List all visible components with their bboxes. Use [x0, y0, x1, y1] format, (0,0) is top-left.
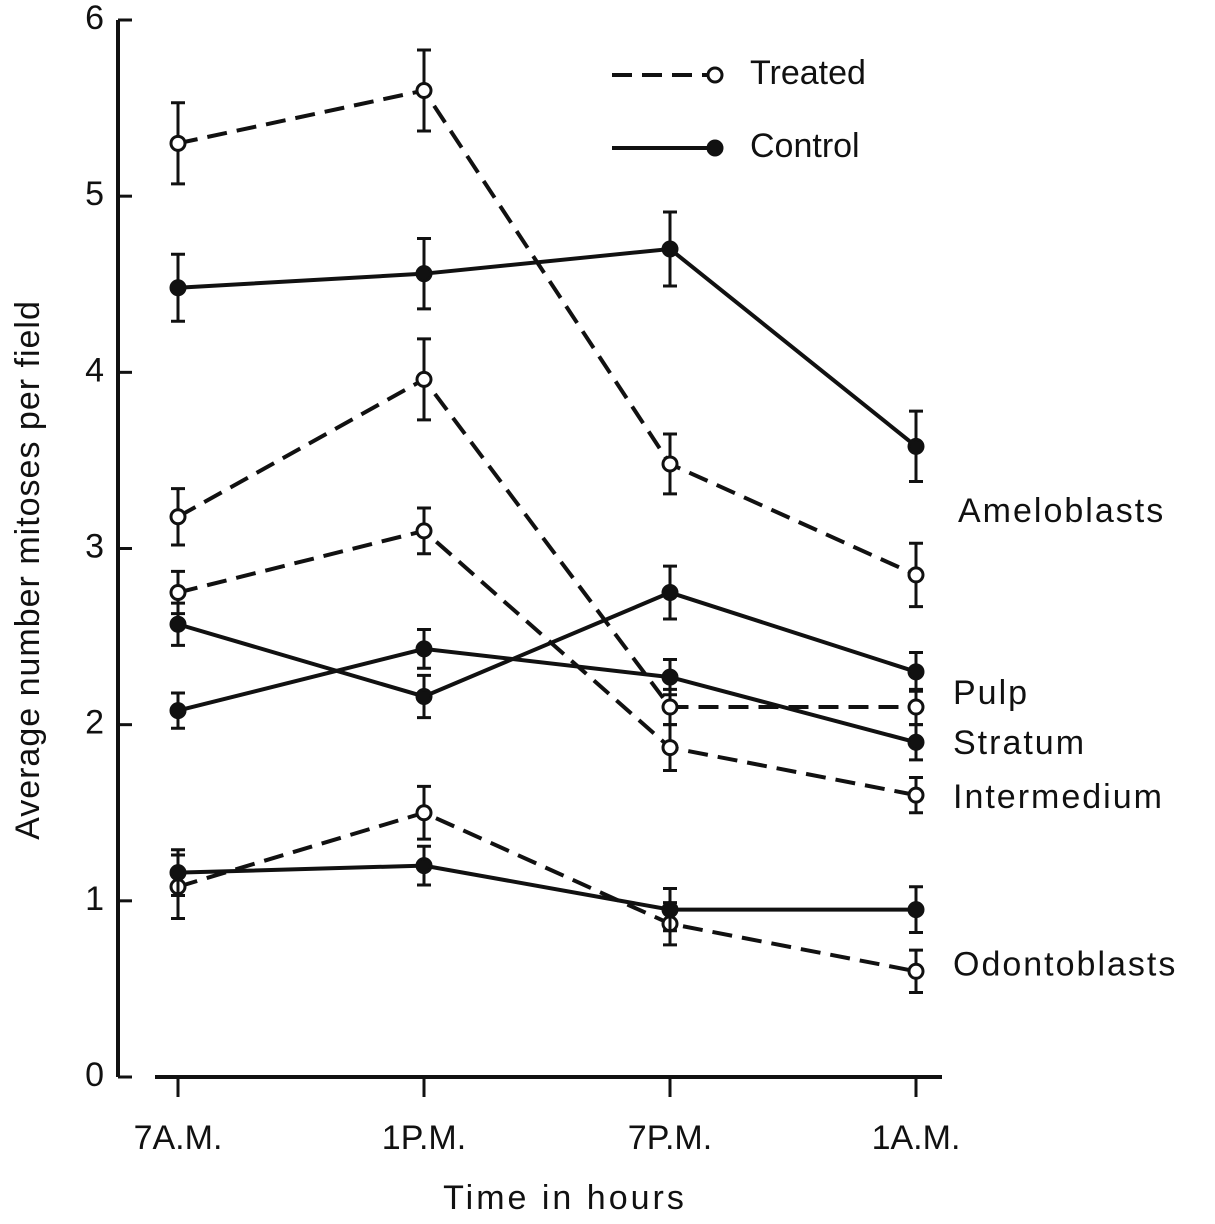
data-point: [907, 786, 925, 804]
data-point: [661, 698, 679, 716]
x-axis-label: Time in hours: [443, 1179, 687, 1217]
data-point: [661, 455, 679, 473]
group-label: Ameloblasts: [958, 492, 1165, 530]
group-label: Pulp: [953, 674, 1029, 712]
data-point: [415, 804, 433, 822]
series-line: [177, 810, 917, 974]
x-tick-label: 1A.M.: [872, 1119, 961, 1157]
data-point: [415, 265, 433, 283]
data-point: [907, 437, 925, 455]
y-tick-label: 4: [85, 351, 104, 389]
data-point: [169, 702, 187, 720]
x-tick-label: 7A.M.: [134, 1119, 223, 1157]
data-point: [169, 615, 187, 633]
data-point: [907, 663, 925, 681]
data-point: [169, 864, 187, 882]
data-point: [169, 279, 187, 297]
legend-label: Control: [750, 127, 860, 165]
data-point: [415, 81, 433, 99]
data-point: [661, 240, 679, 258]
data-point: [169, 508, 187, 526]
series-line: [177, 528, 917, 798]
data-point: [661, 668, 679, 686]
series-line: [177, 246, 918, 448]
data-point: [907, 566, 925, 584]
data-point: [661, 901, 679, 919]
data-point: [907, 698, 925, 716]
series-line: [177, 88, 917, 577]
legend-label: Treated: [750, 54, 866, 92]
legend-marker: [706, 66, 724, 84]
y-tick-label: 1: [85, 880, 104, 918]
data-point: [169, 584, 187, 602]
series-line: [177, 863, 916, 912]
data-point: [415, 640, 433, 658]
data-point: [169, 134, 187, 152]
y-tick-label: 3: [85, 527, 104, 565]
data-point: [415, 687, 433, 705]
legend-marker: [706, 139, 724, 157]
series-line: [177, 590, 917, 699]
data-point: [661, 584, 679, 602]
y-tick-label: 5: [85, 175, 104, 213]
x-tick-label: 7P.M.: [628, 1119, 712, 1157]
y-tick-label: 6: [85, 0, 104, 37]
y-axis-label: Average number mitoses per field: [9, 300, 47, 840]
data-point: [907, 733, 925, 751]
series-line: [177, 376, 916, 710]
x-tick-label: 1P.M.: [382, 1119, 466, 1157]
data-point: [907, 962, 925, 980]
y-tick-label: 0: [85, 1056, 104, 1094]
series-line: [177, 646, 917, 745]
data-point: [415, 370, 433, 388]
y-tick-label: 2: [85, 704, 104, 742]
data-point: [415, 522, 433, 540]
group-label: Odontoblasts: [953, 945, 1177, 983]
group-label: Stratum: [953, 724, 1086, 762]
data-point: [661, 739, 679, 757]
data-point: [415, 857, 433, 875]
group-label: Intermedium: [953, 778, 1164, 816]
data-point: [907, 901, 925, 919]
